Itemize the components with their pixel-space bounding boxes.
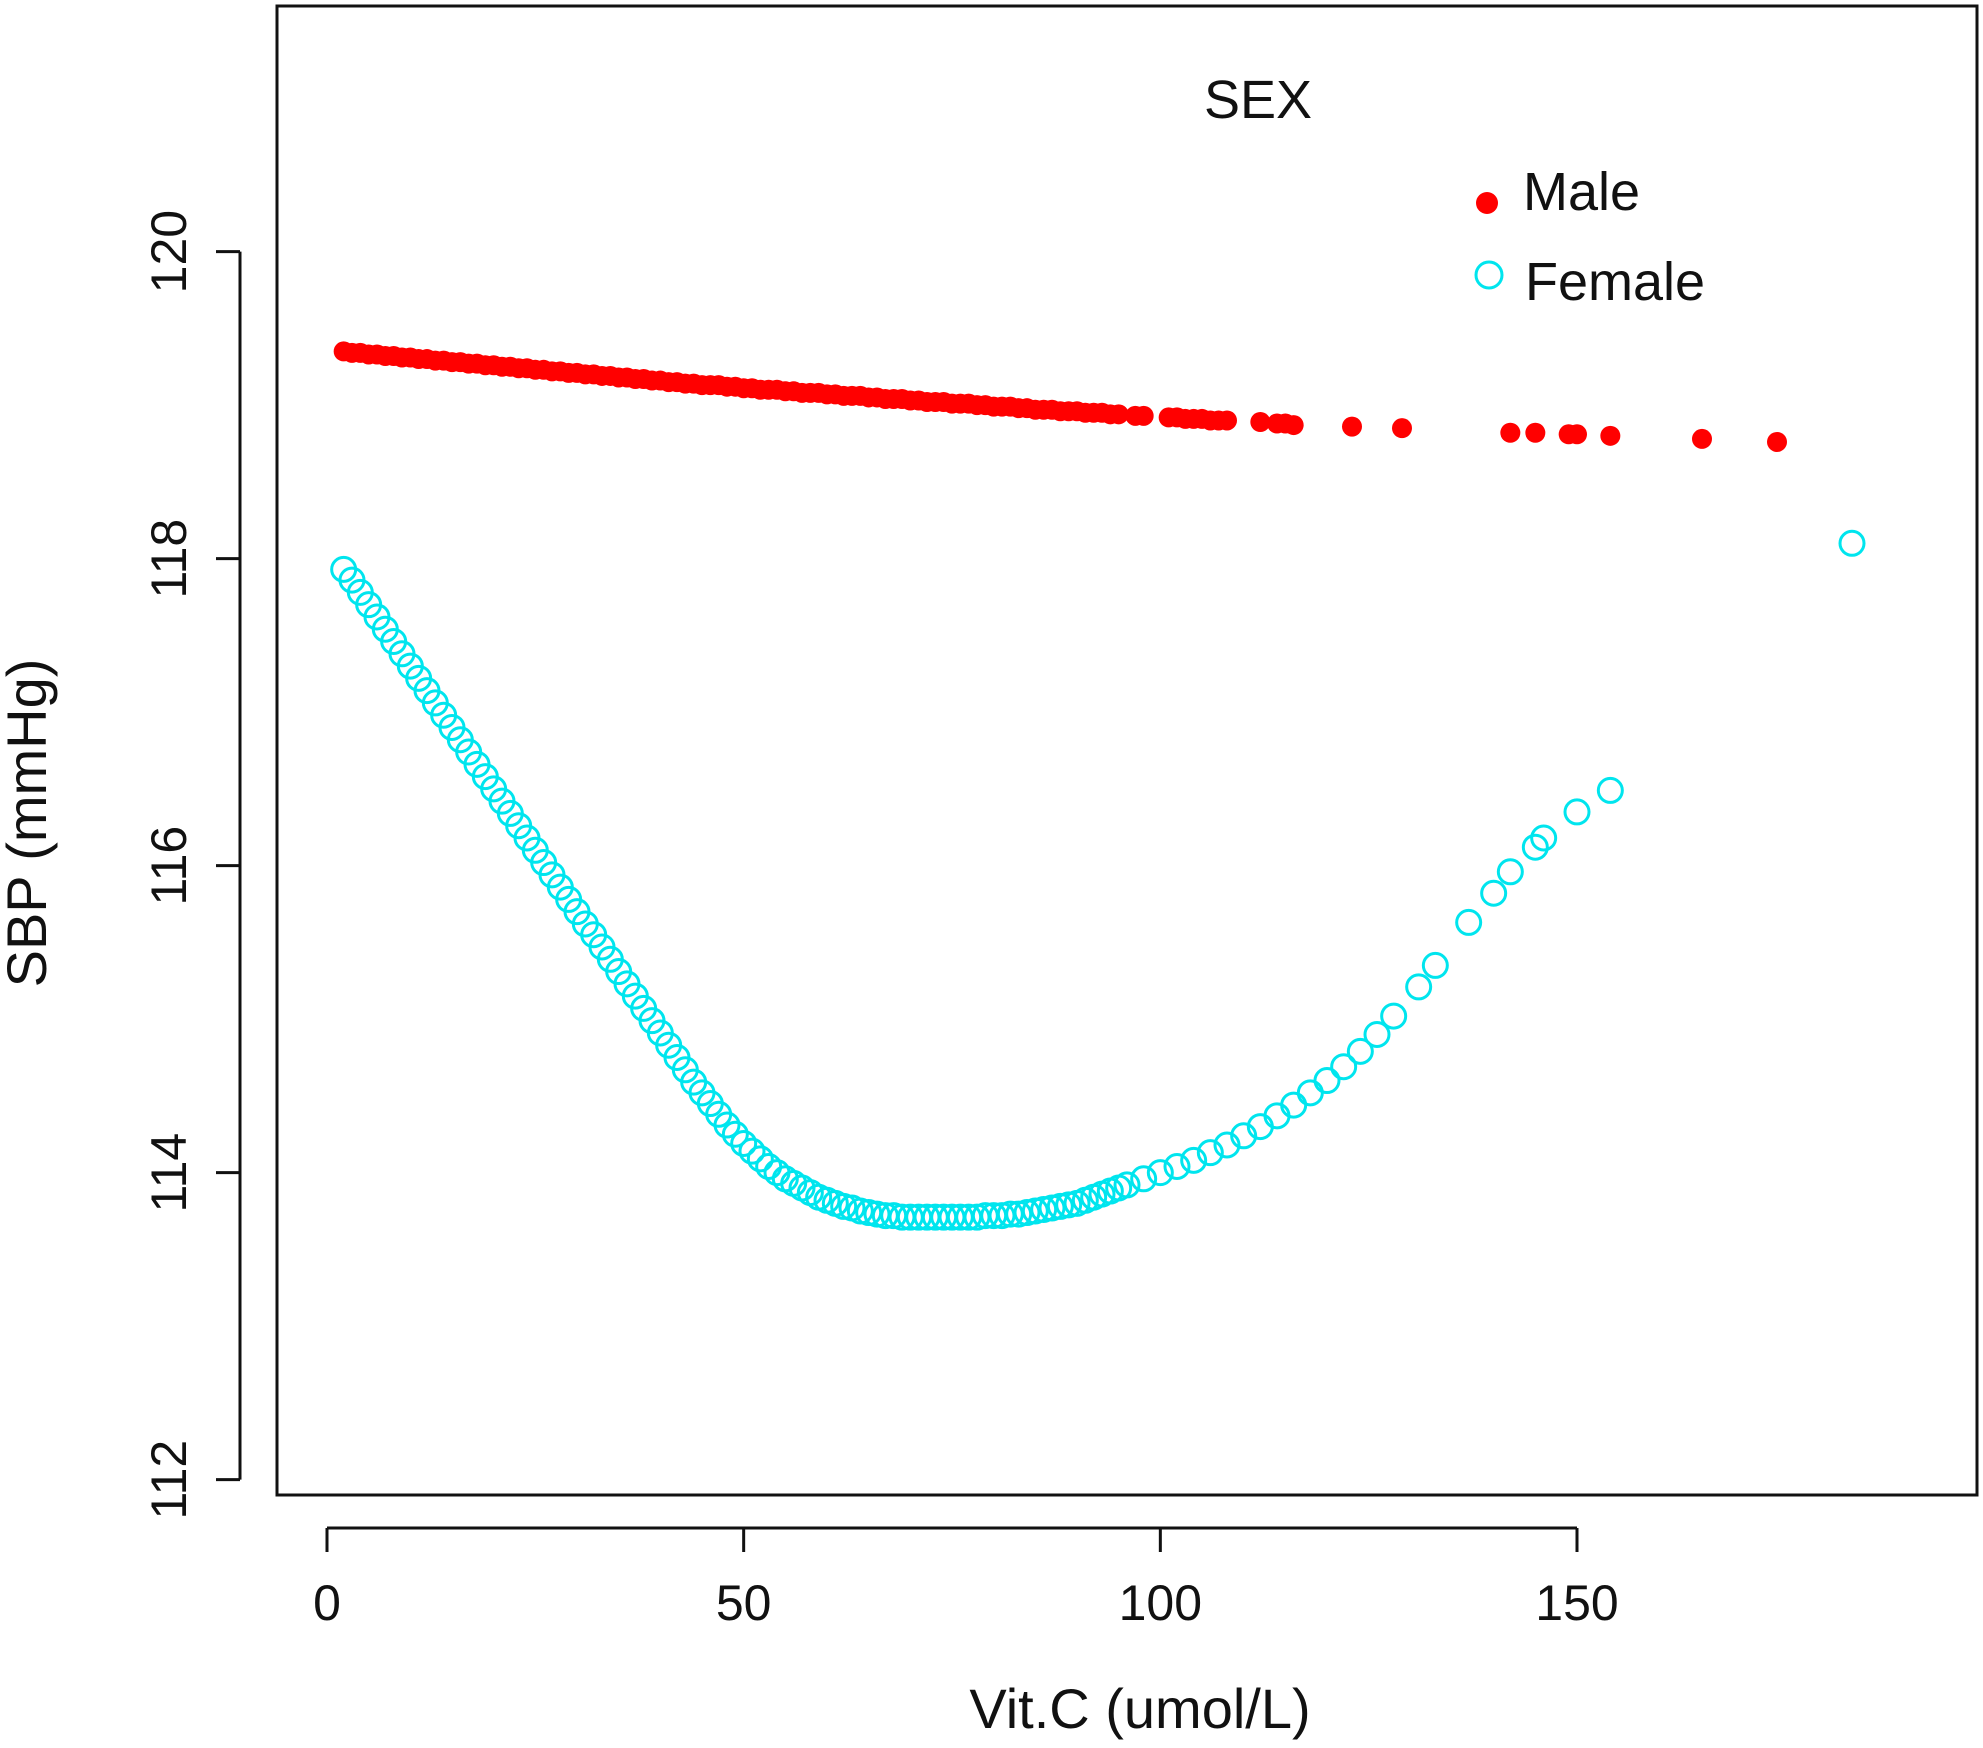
y-axis-title: SBP (mmHg)	[0, 659, 58, 988]
legend-label-female: Female	[1525, 252, 1705, 312]
data-point-female	[1146, 1159, 1174, 1187]
plot-frame	[275, 4, 1979, 1497]
data-point-male	[1283, 415, 1304, 436]
data-point-male	[1692, 428, 1712, 449]
x-tick-label: 150	[1535, 1575, 1618, 1631]
data-point-male	[1392, 418, 1412, 439]
x-tick-label: 100	[1119, 1575, 1202, 1631]
data-point-female	[1496, 858, 1524, 886]
y-tick-label: 120	[141, 210, 197, 293]
y-tick-label: 112	[141, 1440, 197, 1520]
legend: SEX Male Female	[1204, 70, 1705, 312]
data-point-male	[1525, 422, 1546, 443]
data-point-female	[1113, 1171, 1141, 1199]
data-point-male	[1108, 404, 1129, 425]
data-point-female	[1180, 1146, 1208, 1174]
data-point-male	[1767, 431, 1787, 452]
data-point-female	[713, 1111, 741, 1139]
x-axis-title: Vit.C (umol/L)	[969, 1677, 1310, 1740]
legend-marker-female	[1474, 260, 1504, 290]
legend-marker-male	[1476, 192, 1498, 214]
data-point-female	[1313, 1067, 1341, 1095]
data-point-female	[1230, 1122, 1258, 1150]
data-point-male	[1567, 424, 1587, 445]
data-point-female	[730, 1129, 758, 1157]
series-female	[330, 529, 1866, 1231]
data-point-male	[1500, 422, 1521, 443]
legend-label-male: Male	[1523, 162, 1640, 222]
data-point-female	[1363, 1020, 1391, 1048]
data-point-female	[1455, 908, 1483, 936]
data-point-male	[1133, 405, 1154, 426]
data-point-female	[1213, 1131, 1241, 1159]
series-layer	[330, 341, 1866, 1231]
data-point-female	[1380, 1002, 1408, 1030]
data-point-male	[1342, 416, 1362, 437]
data-point-female	[1330, 1053, 1358, 1081]
data-point-female	[1596, 776, 1624, 804]
data-point-female	[1421, 951, 1449, 979]
data-point-female	[1530, 824, 1558, 852]
data-point-female	[1480, 879, 1508, 907]
data-point-female	[1521, 833, 1549, 861]
data-point-female	[746, 1145, 774, 1173]
data-point-female	[1130, 1165, 1158, 1193]
data-point-female	[1838, 529, 1866, 557]
data-point-male	[1250, 411, 1271, 432]
series-male	[333, 341, 1787, 452]
data-point-female	[1405, 973, 1433, 1001]
y-tick-label: 118	[141, 519, 197, 599]
data-point-female	[721, 1120, 749, 1148]
data-point-male	[1217, 410, 1237, 431]
x-tick-label: 0	[313, 1575, 341, 1631]
data-point-female	[1196, 1139, 1224, 1167]
x-axis: 0 50 100 150	[313, 1526, 1619, 1631]
y-tick-label: 114	[141, 1133, 197, 1213]
data-point-female	[1563, 798, 1591, 826]
data-point-male	[1600, 425, 1621, 446]
data-point-female	[1346, 1037, 1374, 1065]
data-point-female	[738, 1137, 766, 1165]
legend-title: SEX	[1204, 70, 1312, 130]
y-axis: 112 114 116 118 120	[141, 210, 242, 1520]
y-tick-label: 116	[141, 826, 197, 906]
x-tick-label: 50	[716, 1575, 772, 1631]
data-point-female	[1163, 1152, 1191, 1180]
